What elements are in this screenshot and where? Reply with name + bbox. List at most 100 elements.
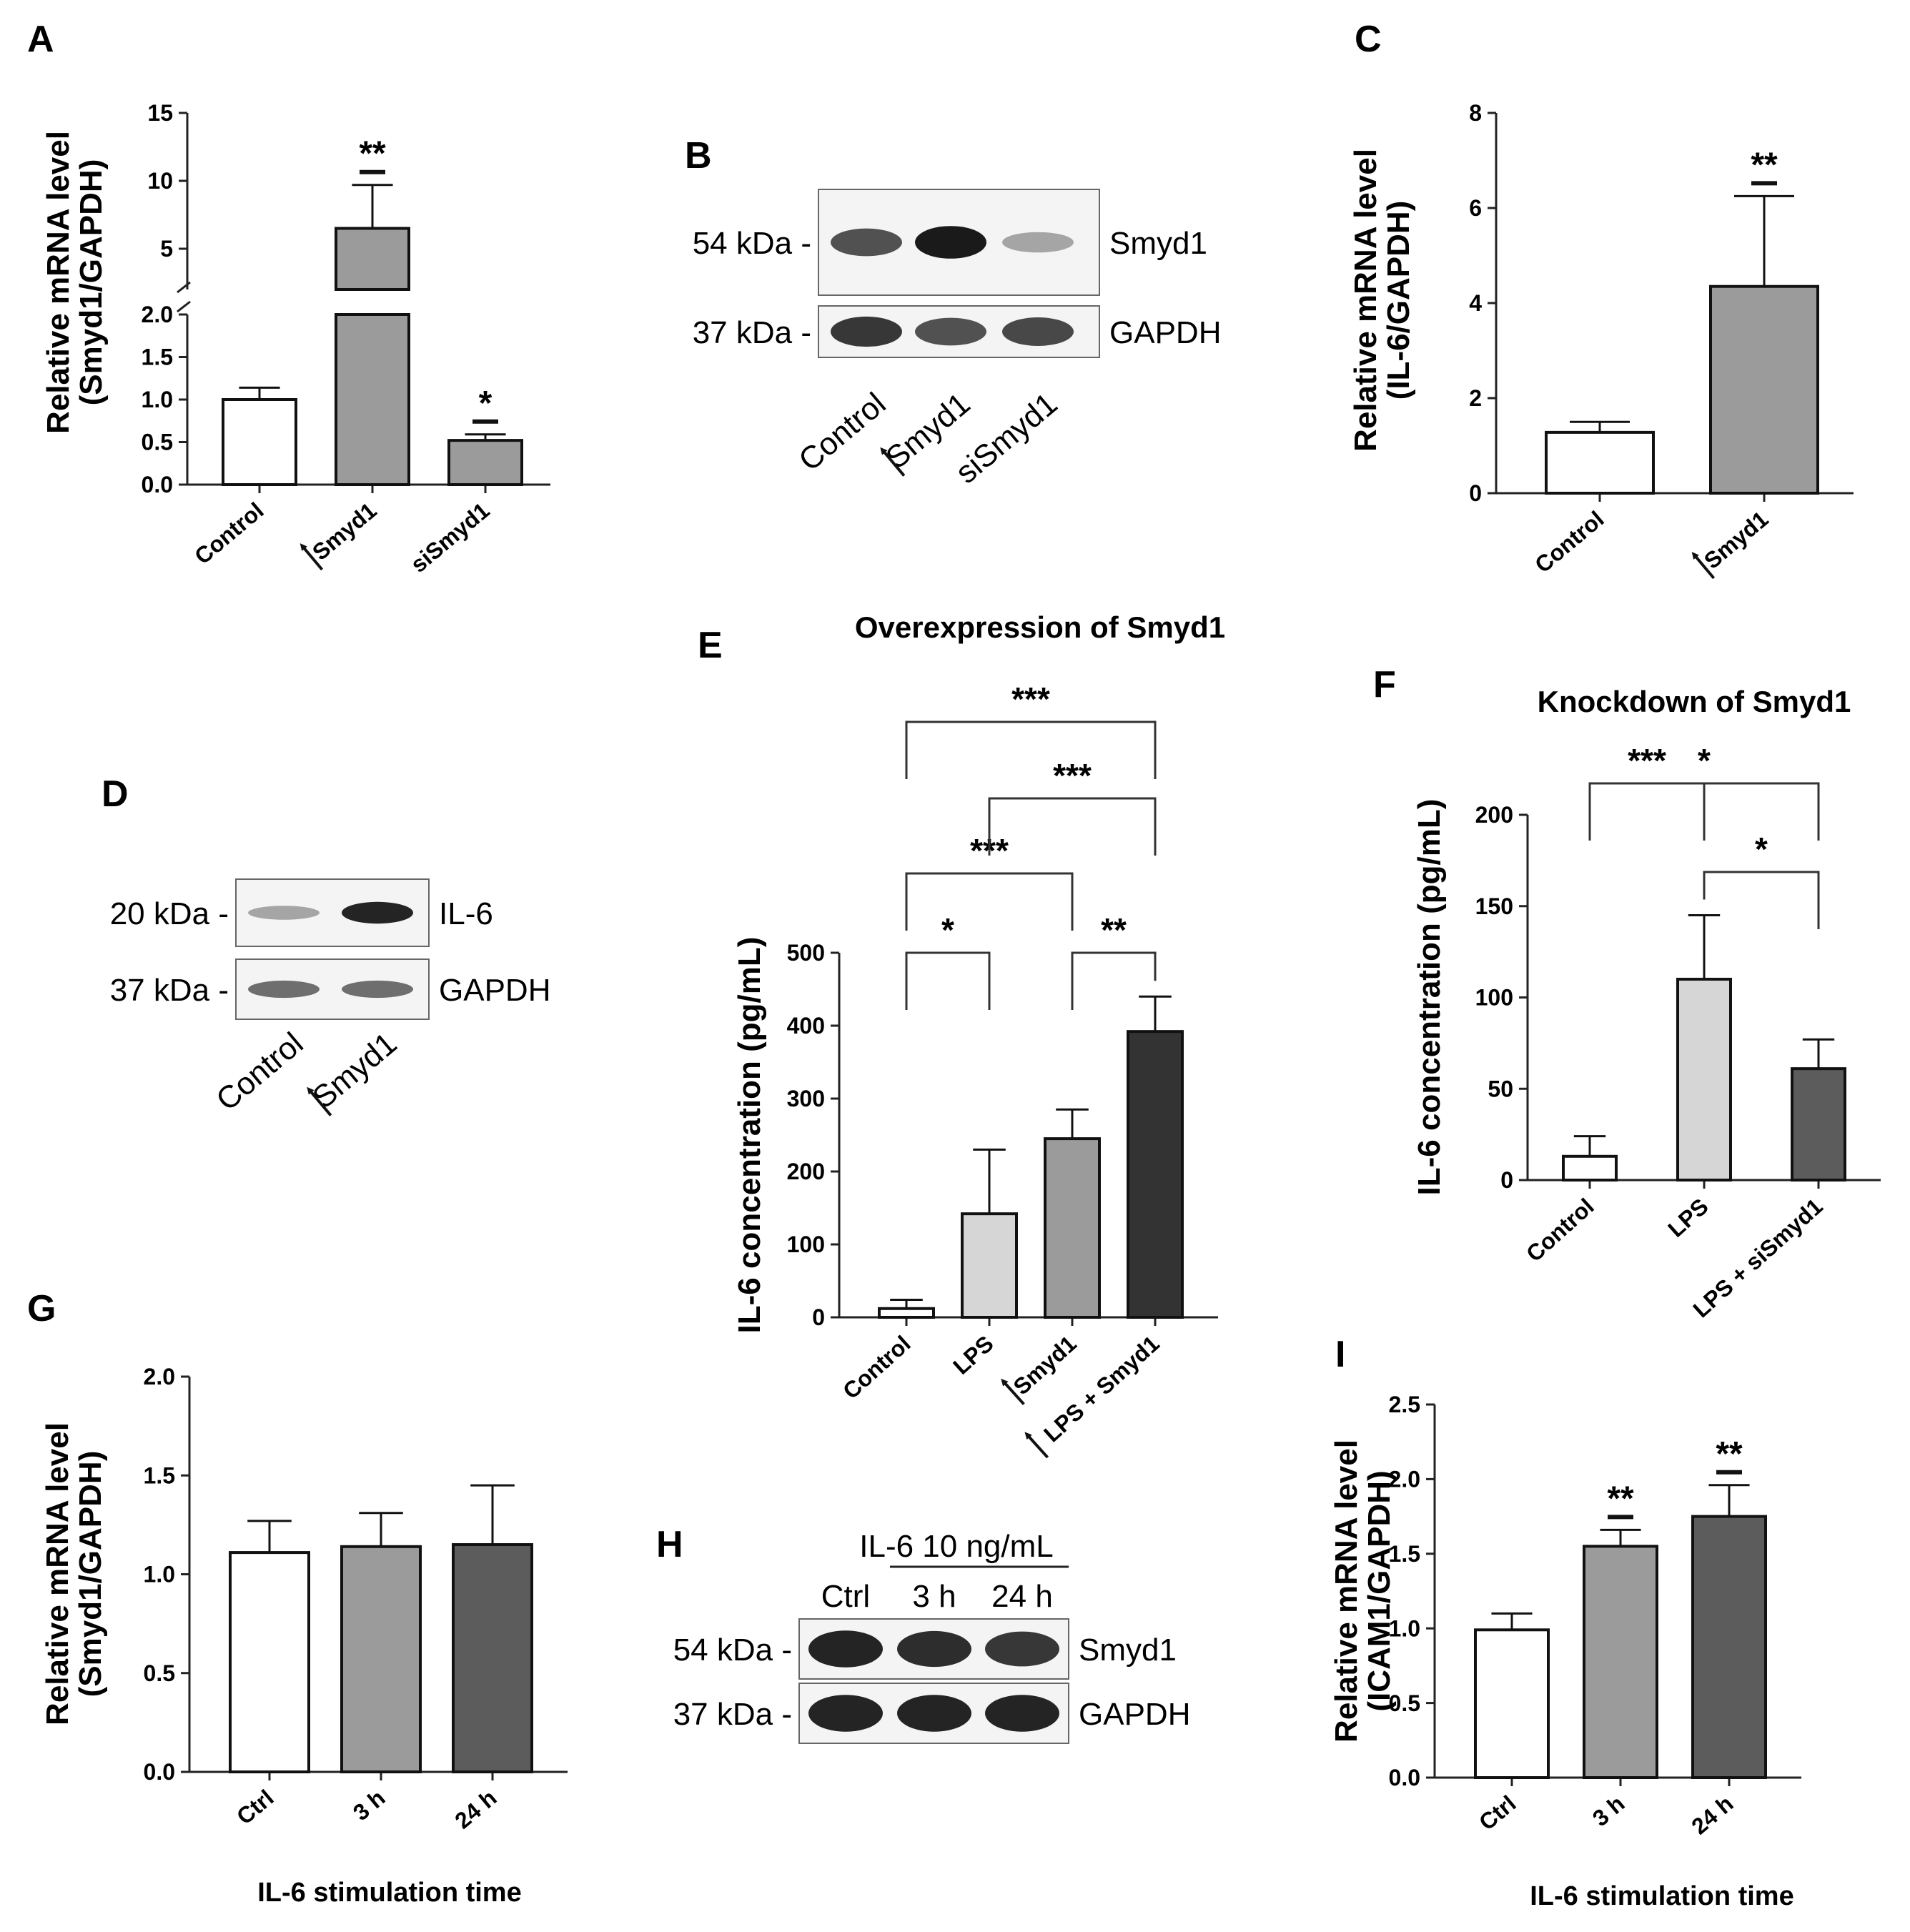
significance-bracket [1071,951,1157,1010]
bar [447,439,523,486]
category-label-group: Control [1521,1193,1599,1267]
significance-bracket [1588,782,1820,841]
lane-label: Control [209,1026,310,1118]
molecular-weight-marker: 37 kDa - [673,1697,792,1732]
panel-letter-h: H [656,1524,683,1565]
y-axis-label: Relative mRNA level [1329,1440,1364,1743]
blot-band [342,901,413,924]
y-axis-tick-label: 1.5 [144,1462,175,1488]
blot-band [985,1695,1059,1732]
bar [1562,1154,1618,1182]
category-label-group: LPS [1663,1193,1713,1242]
bar [222,398,297,486]
panel-letter-e: E [698,625,723,666]
blot-band [1002,317,1074,346]
y-axis-tick-label: 200 [1475,802,1513,828]
category-label-group: Control [189,497,268,570]
blot-row: 37 kDa - GAPDH [110,958,550,1020]
significance-bracket [905,872,1074,931]
bar [452,1543,533,1773]
lane-header-label: 3 h [912,1579,956,1614]
category-label-group: Smyd1 [1001,1330,1082,1405]
chart-title: Overexpression of Smyd1 [855,610,1225,644]
up-arrow-icon [300,543,324,571]
bar [1545,430,1655,495]
treatment-header: IL-6 10 ng/mL [859,1529,1054,1564]
bar [335,313,410,486]
up-arrow-icon [1024,1432,1049,1459]
blot-row: 54 kDa - Smyd1 [693,189,1207,296]
y-axis-tick-label: 200 [787,1159,825,1184]
panel-letter-g: G [27,1288,56,1329]
protein-label: IL-6 [439,896,493,931]
y-axis-tick-label: 150 [1475,893,1513,919]
category-label-group: 24 h [450,1785,501,1834]
category-label-group: siSmyd1 [406,497,495,578]
y-axis-tick-label: 0 [812,1304,825,1330]
molecular-weight-marker: 54 kDa - [693,226,811,261]
blot-band [831,316,902,347]
significance-label: * [1698,742,1711,779]
blot-band [248,906,320,920]
y-axis-label: IL-6 concentration (pg/mL) [1412,799,1447,1196]
y-axis-tick-label: 2.5 [1389,1392,1420,1417]
significance-label: * [941,911,954,948]
bar [1791,1067,1846,1182]
x-axis-label: IL-6 stimulation time [257,1878,521,1908]
significance-label: * [479,385,493,422]
y-axis-lower-tick-label: 1.5 [142,345,173,370]
blot-row: 37 kDa - GAPDH [693,305,1221,358]
y-axis-tick-label: 1.0 [144,1562,175,1587]
category-label: Control [838,1330,916,1404]
category-label-group: Control [838,1330,916,1404]
blot-band [985,1631,1059,1667]
category-label-group: 24 h [1686,1790,1738,1840]
y-axis-tick-label: 1.5 [1389,1541,1420,1567]
category-label: Ctrl [1474,1790,1520,1836]
significance-label: ** [1716,1435,1743,1473]
y-axis-tick-label: 100 [1475,985,1513,1011]
y-axis-tick-label: 100 [787,1232,825,1257]
up-arrow-icon [1001,1378,1025,1405]
y-axis-tick-label: 500 [787,940,825,966]
lane-header-label: Ctrl [821,1579,870,1614]
category-label: 24 h [450,1785,501,1834]
up-arrow-icon [880,447,906,477]
panel-letter-i: I [1335,1334,1345,1375]
y-axis-tick-label: 400 [787,1013,825,1039]
category-label: Control [189,497,268,570]
bar [1044,1137,1101,1319]
category-label: siSmyd1 [406,497,495,578]
category-label: Ctrl [232,1785,278,1830]
axis-break-mark [177,300,191,313]
bar [1127,1030,1184,1319]
panel-letter-b: B [685,135,712,177]
up-arrow-icon [307,1086,332,1116]
category-label: Smyd1 [1699,506,1773,574]
y-axis-label: IL-6 concentration (pg/mL) [732,937,767,1334]
significance-label: * [1755,831,1768,868]
y-axis-tick-label: 0.0 [1389,1765,1420,1790]
category-label: LPS [1663,1193,1713,1242]
significance-bracket [905,951,991,1010]
bar [1691,1515,1767,1780]
bar [878,1307,935,1319]
bar [229,1551,310,1773]
lane-label-group: Control [209,1026,310,1118]
category-label: Smyd1 [307,497,382,565]
blot-band [897,1695,971,1732]
blot-band [897,1630,971,1668]
category-label: Smyd1 [1009,1330,1082,1400]
significance-bracket [1703,871,1820,929]
up-arrow-icon [1691,552,1716,580]
significance-bracket [988,797,1157,856]
panel-letter-a: A [27,19,54,60]
category-label: LPS [948,1330,998,1379]
x-axis-label: IL-6 stimulation time [1530,1881,1793,1911]
